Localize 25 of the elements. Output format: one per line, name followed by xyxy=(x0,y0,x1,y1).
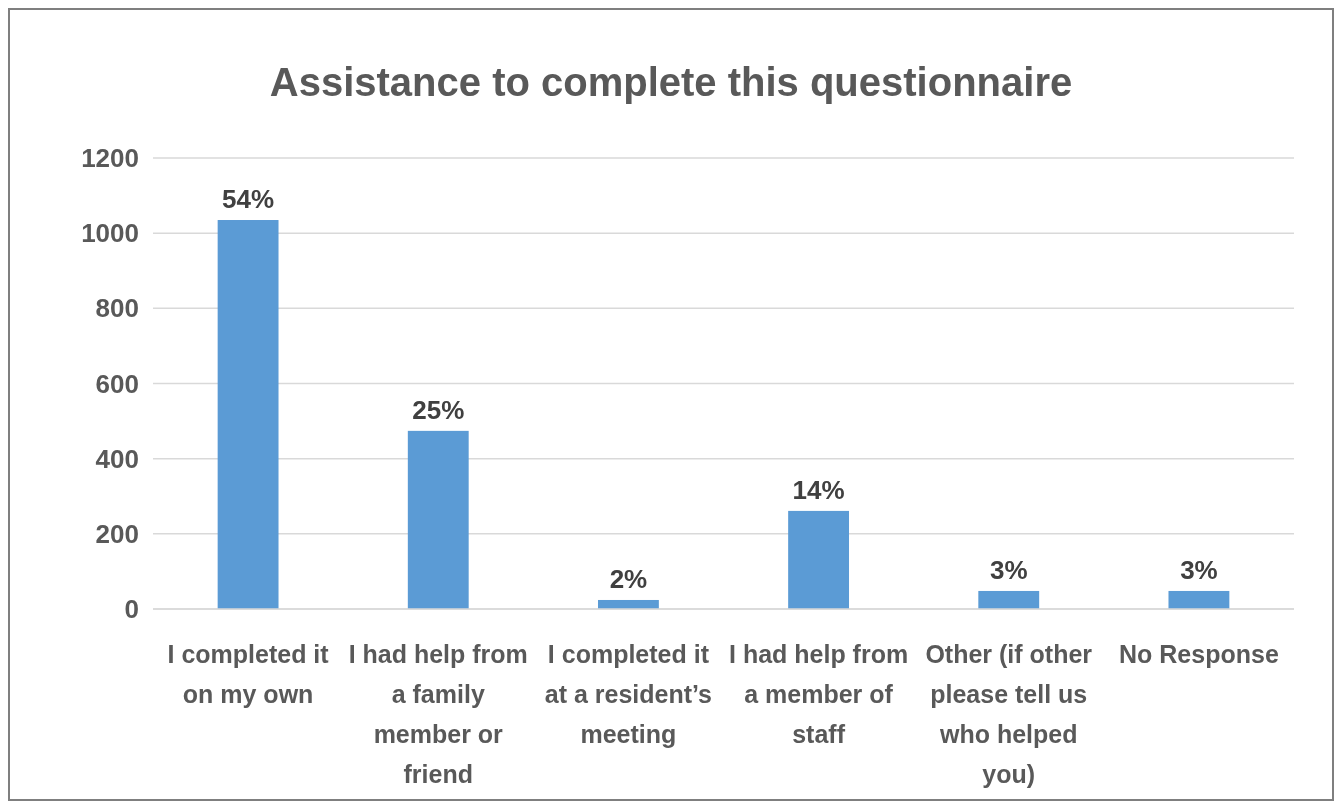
x-tick-label: I completed it on my own xyxy=(167,640,330,708)
y-tick-label: 200 xyxy=(95,518,139,549)
bar xyxy=(407,430,469,609)
y-tick-label: 0 xyxy=(124,594,139,625)
bar xyxy=(978,590,1040,609)
y-tick-label: 1000 xyxy=(81,218,139,249)
chart-title: Assistance to complete this questionnaire xyxy=(269,60,1073,104)
x-tick-label: No Response xyxy=(1119,640,1279,668)
y-tick-label: 600 xyxy=(95,368,139,399)
y-tick-label: 800 xyxy=(95,293,139,324)
bar xyxy=(1168,590,1230,609)
bar xyxy=(788,510,850,609)
bar xyxy=(217,220,279,609)
annotation: 3% xyxy=(1180,554,1218,585)
x-tick-label: I completed it at a resident’s meeting xyxy=(544,640,713,748)
annotation: 54% xyxy=(222,184,275,215)
x-tick-label: Other (if other please tell us who helped you) xyxy=(925,640,1093,788)
annotation: 25% xyxy=(412,394,465,425)
x-tick-label: I had help from a family member or friend xyxy=(348,640,528,788)
y-tick-label: 400 xyxy=(95,443,139,474)
y-tick-label: 1200 xyxy=(81,143,139,174)
annotation: 2% xyxy=(609,563,648,594)
annotation: 14% xyxy=(792,474,845,505)
x-tick-label: I had help from a member of staff xyxy=(728,640,909,748)
annotation: 3% xyxy=(989,554,1028,585)
